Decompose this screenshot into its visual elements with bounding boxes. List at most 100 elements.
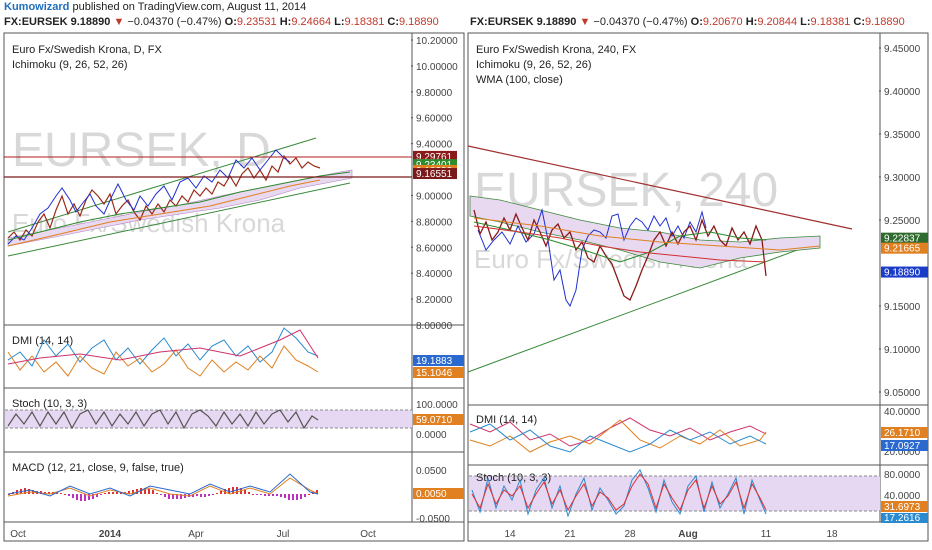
left-close: 9.18890 [398, 16, 439, 28]
macd-histogram-bar [252, 494, 254, 495]
right-dmi-label: DMI (14, 14) [476, 414, 537, 426]
left-symbol: FX:EURSEK [4, 16, 68, 28]
right-price-label: 9.22837 [884, 234, 921, 245]
left-title: Euro Fx/Swedish Krona, D, FX [12, 44, 162, 56]
right-price-tick-label: 9.15000 [884, 302, 921, 313]
right-stoch-value-2-box [881, 513, 928, 523]
macd-histogram-bar [272, 494, 274, 496]
left-price: 9.18890 [70, 16, 111, 28]
macd-histogram-bar [228, 488, 230, 494]
left-macd-value-box [413, 488, 464, 499]
right-price-axis: 9.45000 9.40000 9.35000 9.30000 9.25000 9.150… [879, 44, 921, 399]
left-dmi-value-1: 19.1883 [416, 356, 453, 367]
macd-histogram-bar [28, 489, 30, 494]
macd-histogram-bar [156, 493, 158, 494]
macd-histogram-bar [112, 492, 114, 494]
left-time-tick-oct: Oct [10, 529, 26, 540]
right-price-tick-label: 9.45000 [884, 44, 921, 55]
macd-histogram-bar [72, 494, 74, 498]
macd-histogram-bar [232, 487, 234, 494]
right-chart: EURSEK, 240 Euro Fx/Swedish Krona Euro F… [467, 32, 929, 542]
author-link[interactable]: Kumowizard [4, 1, 70, 13]
left-channel-upper [7, 137, 317, 233]
left-watermark-big: EURSEK, D [12, 124, 271, 177]
left-macd-tick-2: -0.0500 [416, 514, 450, 525]
right-dmi-value-1: 26.1710 [884, 428, 921, 439]
macd-histogram-bar [180, 494, 182, 499]
right-symbol: FX:EURSEK [470, 16, 534, 28]
right-price-tick-label: 9.30000 [884, 173, 921, 184]
right-c-label: C: [853, 16, 865, 28]
right-stoch-value-1-box [881, 501, 928, 512]
right-high: 9.20844 [757, 16, 798, 28]
left-stoch-tick-100: 100.0000 [416, 400, 458, 411]
right-dmi-tick-40: 40.0000 [884, 407, 921, 418]
right-stoch-d-line [471, 473, 767, 512]
left-ticker-line: FX:EURSEK 9.18890 ▼ −0.04370 (−0.47%) O:… [4, 15, 439, 30]
right-price-label: 9.18890 [884, 268, 921, 279]
left-time-tick-apr: Apr [188, 529, 204, 540]
left-macd-value: 0.0050 [416, 489, 447, 500]
right-stoch-value-2: 17.2616 [884, 513, 921, 524]
macd-histogram-bar [168, 494, 170, 499]
left-tenkan-line [7, 179, 321, 247]
macd-histogram-bar [280, 494, 282, 497]
right-price-tick-label: 9.40000 [884, 87, 921, 98]
left-dmi-minus-line [7, 345, 319, 377]
right-time-tick-aug: Aug [678, 529, 697, 540]
macd-histogram-bar [76, 494, 78, 500]
macd-histogram-bar [176, 494, 178, 499]
left-macd-tick-1: 0.0500 [416, 466, 447, 477]
macd-histogram-bar [196, 494, 198, 496]
macd-histogram-bar [80, 494, 82, 501]
macd-histogram-bar [200, 494, 202, 497]
left-adx-line [7, 329, 319, 365]
left-price-tick-label: 8.60000 [416, 243, 453, 254]
right-kijun-line [473, 221, 767, 263]
left-stoch-value: 59.0710 [416, 415, 453, 426]
left-stoch-label: Stoch (10, 3, 3) [12, 398, 87, 410]
right-price-tick-label: 9.25000 [884, 216, 921, 227]
right-dmi-value-2-box [881, 440, 928, 451]
left-stoch-band [5, 410, 412, 428]
right-h-label: H: [745, 16, 758, 28]
macd-histogram-bar [48, 492, 50, 494]
right-time-tick-11: 11 [761, 529, 772, 540]
left-price-tick-label: 8.00000 [416, 321, 453, 332]
macd-histogram-bar [268, 494, 270, 496]
left-low: 9.18381 [344, 16, 385, 28]
right-close: 9.18890 [864, 16, 905, 28]
left-change: −0.04370 (−0.47%) [127, 16, 222, 28]
macd-histogram-bar [304, 494, 306, 497]
macd-histogram-bar [192, 494, 194, 497]
publish-header: Kumowizard published on TradingView.com,… [0, 0, 932, 14]
right-chikou-line [477, 208, 707, 308]
macd-histogram-bar [108, 492, 110, 494]
right-wma-label: WMA (100, close) [476, 74, 563, 86]
right-title: Euro Fx/Swedish Krona, 240, FX [476, 44, 637, 56]
left-chart-frame [3, 32, 465, 542]
left-channel-lower [7, 182, 351, 257]
right-time-tick-28: 28 [624, 529, 636, 540]
left-dmi-value-2: 15.1046 [416, 368, 453, 379]
macd-histogram-bar [160, 494, 162, 495]
right-uptrend-line [467, 245, 809, 373]
macd-histogram-bar [296, 494, 298, 500]
left-c-label: C: [387, 16, 399, 28]
macd-histogram-bar [248, 492, 250, 494]
macd-histogram-bar [292, 494, 294, 500]
right-dmi-plus-line [469, 423, 767, 453]
right-ticker-line: FX:EURSEK 9.18890 ▼ −0.04370 (−0.47%) O:… [470, 15, 905, 30]
right-tenkan-line [473, 217, 821, 251]
macd-histogram-bar [120, 492, 122, 494]
macd-histogram-bar [152, 490, 154, 494]
left-stoch-line [7, 409, 319, 430]
right-price-tick-label: 9.35000 [884, 130, 921, 141]
left-dmi-value-1-box [413, 355, 464, 366]
left-price-line [7, 154, 321, 242]
right-dmi-minus-line [469, 419, 767, 453]
right-price-tick-label: 9.05000 [884, 388, 921, 399]
left-kijun-line [7, 171, 351, 241]
